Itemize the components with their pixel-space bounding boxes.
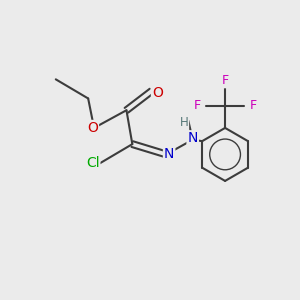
Text: O: O — [152, 85, 163, 100]
Text: O: O — [87, 121, 98, 135]
Text: Cl: Cl — [86, 156, 99, 170]
Text: F: F — [250, 99, 256, 112]
Text: H: H — [179, 116, 188, 128]
Text: F: F — [194, 99, 201, 112]
Text: N: N — [188, 131, 198, 145]
Text: F: F — [221, 74, 229, 87]
Text: N: N — [164, 147, 174, 161]
